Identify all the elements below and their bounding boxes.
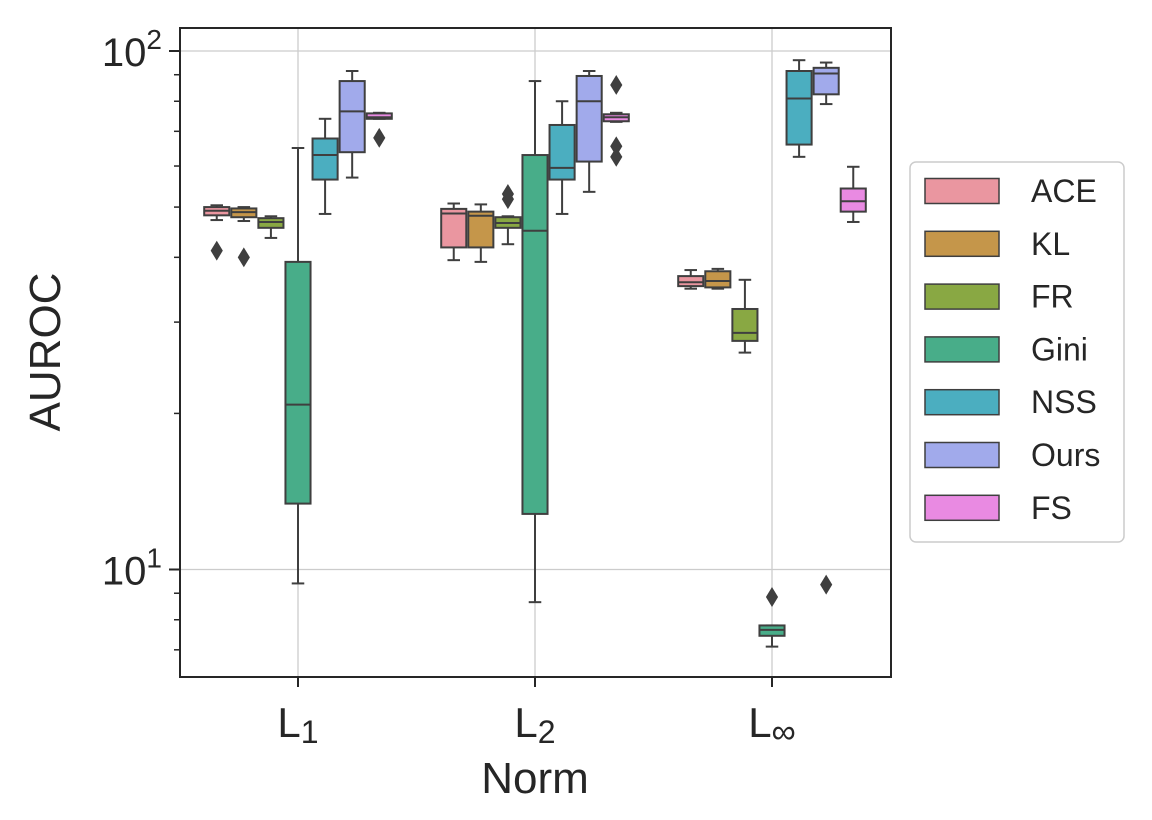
box-gini-1 (521, 80, 549, 604)
legend-label: ACE (1031, 173, 1097, 209)
box-fs-1 (602, 75, 630, 167)
box-nss-2 (785, 59, 813, 158)
outlier-marker (373, 127, 386, 148)
y-tick-label: 101 (102, 543, 162, 594)
box-body (812, 66, 840, 96)
y-tick-label: 102 (102, 24, 162, 75)
legend-swatch (924, 441, 1000, 469)
box-gini-2 (758, 587, 786, 648)
legend-label: Ours (1031, 437, 1100, 473)
outlier-marker (501, 184, 514, 204)
box-body (257, 217, 285, 229)
box-body (365, 112, 393, 120)
box-kl-0 (230, 206, 258, 268)
legend-item-nss: NSS (924, 384, 1097, 420)
outlier-marker (610, 136, 623, 157)
box-body (785, 70, 813, 146)
legend-item-ours: Ours (924, 437, 1100, 473)
x-axis-label: Norm (481, 754, 589, 803)
box-fr-2 (731, 278, 759, 354)
box-body (284, 260, 312, 505)
legend-swatch (924, 336, 1000, 363)
box-nss-0 (311, 117, 339, 215)
box-gini-0 (284, 147, 312, 585)
box-body (311, 137, 339, 181)
box-ours-2 (812, 61, 840, 595)
legend-item-ace: ACE (924, 173, 1097, 209)
y-axis-label: AUROC (21, 273, 70, 432)
box-body (575, 74, 603, 163)
box-groups (203, 59, 867, 648)
box-body (677, 275, 705, 288)
legend-label: NSS (1031, 384, 1097, 420)
legend-item-gini: Gini (924, 331, 1088, 367)
outlier-marker (610, 75, 623, 95)
legend-swatch (924, 283, 1000, 310)
box-body (338, 80, 366, 154)
box-body (731, 307, 759, 342)
box-fs-2 (839, 165, 867, 223)
box-body (548, 123, 576, 181)
x-tick-label: L2 (514, 699, 555, 750)
box-body (704, 270, 732, 289)
legend-swatch (924, 230, 1000, 258)
box-body (521, 154, 549, 515)
legend-swatch (924, 177, 1000, 205)
box-fr-1 (494, 184, 522, 246)
box-fr-0 (257, 215, 285, 239)
legend-label: KL (1031, 226, 1070, 262)
axis-ticks: 101 102 L1 L2 L∞ (102, 24, 796, 751)
legend-label: FS (1031, 490, 1072, 526)
box-kl-2 (704, 267, 732, 290)
outlier-marker (820, 574, 833, 595)
box-body (839, 187, 867, 213)
outlier-marker (237, 247, 250, 268)
box-ours-1 (575, 70, 603, 193)
box-fs-0 (365, 111, 393, 148)
box-kl-1 (467, 203, 495, 263)
box-ace-2 (677, 269, 705, 290)
outlier-marker (765, 587, 779, 607)
legend-item-fr: FR (924, 279, 1074, 315)
x-tick-label: L∞ (748, 699, 796, 751)
legend-label: Gini (1031, 331, 1088, 367)
box-ace-1 (440, 202, 468, 262)
legend-item-kl: KL (924, 226, 1070, 262)
legend-swatch (924, 388, 1000, 416)
legend: ACE KL FR Gini NSS Ours FS (909, 161, 1125, 543)
outlier-marker (210, 240, 223, 261)
legend-swatch (924, 494, 1000, 522)
box-body (467, 210, 495, 249)
x-tick-label: L1 (277, 699, 318, 750)
legend-item-fs: FS (924, 490, 1072, 526)
box-ours-0 (338, 70, 366, 179)
legend-label: FR (1031, 279, 1074, 315)
box-ace-0 (203, 204, 231, 261)
box-body (440, 207, 468, 249)
box-nss-1 (548, 100, 576, 215)
outlier-marker (610, 146, 623, 167)
